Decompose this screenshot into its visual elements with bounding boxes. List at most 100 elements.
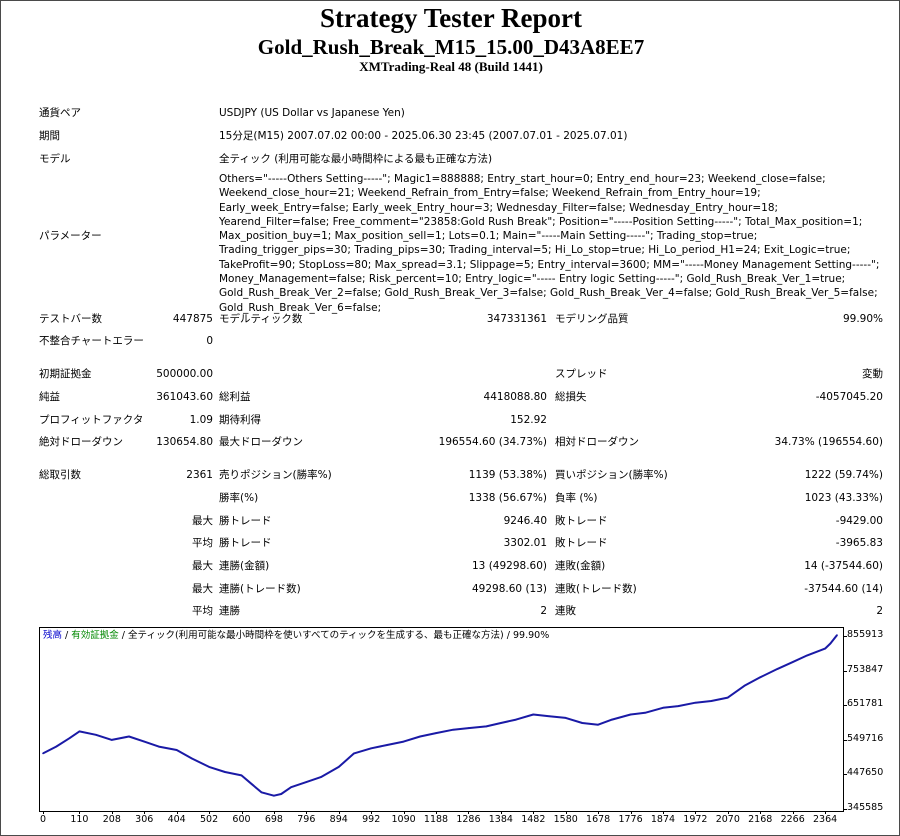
x-tick-label: 110 [70, 814, 89, 825]
server-info: XMTrading-Real 48 (Build 1441) [359, 59, 543, 74]
absolute-drawdown-label: 絶対ドローダウン [39, 436, 123, 448]
spread-value: 変動 [862, 368, 883, 380]
chart-legend: 残高 / 有効証拠金 / 全ティック(利用可能な最小時間枠を使いすべてのティック… [43, 629, 549, 642]
relative-drawdown-label: 相対ドローダウン [555, 436, 639, 448]
y-tick-mark [843, 670, 847, 672]
avg-consecutive-wins-label: 連勝 [219, 605, 240, 617]
model-value: 全ティック (利用可能な最小時間枠による最も正確な方法) [219, 153, 493, 165]
x-tick-mark [468, 811, 470, 814]
x-tick-label: 1384 [488, 814, 513, 825]
ticks-label: モデルティック数 [219, 313, 303, 325]
avg-loss-trade-label: 敗トレード [555, 537, 608, 549]
max-consecutive-profit-value: 49298.60 (13) [472, 583, 547, 595]
report-title: Strategy Tester Report [320, 3, 582, 33]
max-win-trade-label: 勝トレード [219, 515, 272, 527]
balance-point [419, 735, 421, 738]
win-rate-value: 1338 (56.67%) [468, 492, 547, 504]
balance-point [677, 705, 679, 707]
x-tick-label: 698 [264, 814, 283, 825]
ticks-value: 347331361 [486, 313, 547, 325]
x-tick-mark [662, 811, 664, 814]
balance-chart-svg [42, 634, 838, 797]
balance-point [759, 676, 761, 679]
x-tick-mark [760, 811, 762, 814]
x-tick-mark [176, 811, 178, 814]
max-label: 最大 [192, 583, 213, 595]
balance-point [829, 642, 832, 645]
legend-separator: / [62, 630, 72, 641]
profit-factor-value: 1.09 [189, 414, 213, 426]
x-tick-mark [630, 811, 632, 814]
balance-point [191, 757, 193, 760]
y-tick-mark [843, 705, 847, 707]
x-tick-label: 992 [362, 814, 381, 825]
long-positions-value: 1222 (59.74%) [804, 469, 883, 481]
params-value: Others="-----Others Setting-----"; Magic… [219, 173, 880, 314]
expected-payoff-value: 152.92 [510, 414, 547, 426]
balance-point [128, 735, 130, 738]
balance-point [250, 783, 253, 785]
y-tick-mark [843, 739, 847, 741]
bars-value: 447875 [172, 313, 213, 325]
x-tick-mark [436, 811, 438, 814]
balance-point [500, 722, 502, 724]
avg-win-trade-label: 勝トレード [219, 537, 272, 549]
x-tick-label: 2168 [748, 814, 773, 825]
balance-point [515, 718, 517, 721]
max-consecutive-loss-label: 連敗(トレード数) [555, 583, 637, 595]
x-tick-label: 1286 [456, 814, 481, 825]
y-tick-label: 549716 [847, 732, 884, 744]
x-tick-mark [79, 811, 81, 814]
quality-value: 99.90% [842, 313, 883, 325]
balance-point [824, 647, 826, 650]
balance-point [564, 717, 567, 719]
mismatch-label: 不整合チャートエラー [39, 335, 144, 347]
balance-point [597, 723, 599, 726]
gross-loss-label: 総損失 [555, 391, 587, 403]
loss-rate-label: 負率 (%) [555, 492, 598, 504]
avg-consecutive-losses-value: 2 [876, 605, 883, 617]
legend-balance: 残高 [43, 630, 63, 641]
params-label: パラメーター [39, 230, 102, 242]
x-tick-label: 1482 [521, 814, 546, 825]
x-tick-mark [209, 811, 211, 814]
net-profit-label: 純益 [39, 391, 60, 403]
max-drawdown-label: 最大ドローダウン [219, 436, 303, 448]
gross-loss-value: -4057045.20 [815, 391, 883, 403]
x-tick-mark [43, 811, 44, 814]
max-consecutive-wins-label: 連勝(金額) [219, 560, 270, 572]
y-tick-mark [843, 636, 847, 638]
model-label: モデル [39, 153, 71, 165]
legend-model: 全ティック(利用可能な最小時間枠を使いすべてのティックを生成する、最も正確な方法… [128, 630, 504, 641]
balance-point [743, 685, 746, 687]
balance-point [644, 712, 646, 714]
balance-point [386, 744, 388, 746]
max-consecutive-wins-value: 13 (49298.60) [472, 560, 547, 572]
x-tick-mark [695, 811, 697, 814]
quality-label: モデリング品質 [555, 313, 629, 325]
symbol-label: 通貨ペア [39, 107, 81, 119]
x-tick-label: 208 [102, 814, 121, 825]
y-tick-label: 753847 [847, 663, 884, 675]
balance-point [435, 732, 437, 734]
balance-point [290, 786, 292, 788]
x-tick-label: 0 [39, 814, 47, 825]
balance-point [370, 747, 373, 750]
balance-point [111, 739, 113, 741]
balance-point [402, 740, 405, 743]
x-tick-label: 1678 [586, 814, 611, 825]
max-label: 最大 [192, 560, 213, 572]
max-win-trade-value: 9246.40 [503, 515, 547, 527]
balance-point [629, 713, 632, 716]
net-profit-value: 361043.60 [156, 391, 213, 403]
x-tick-mark [371, 811, 373, 814]
balance-point [806, 654, 808, 657]
short-positions-label: 売りポジション(勝率%) [219, 469, 332, 481]
max-drawdown-value: 196554.60 (34.73%) [438, 436, 547, 448]
max-consecutive-losses-value: 14 (-37544.60) [804, 560, 883, 572]
balance-point [78, 730, 81, 733]
avg-label: 平均 [192, 605, 213, 617]
balance-point [305, 781, 308, 783]
x-tick-label: 2070 [715, 814, 740, 825]
